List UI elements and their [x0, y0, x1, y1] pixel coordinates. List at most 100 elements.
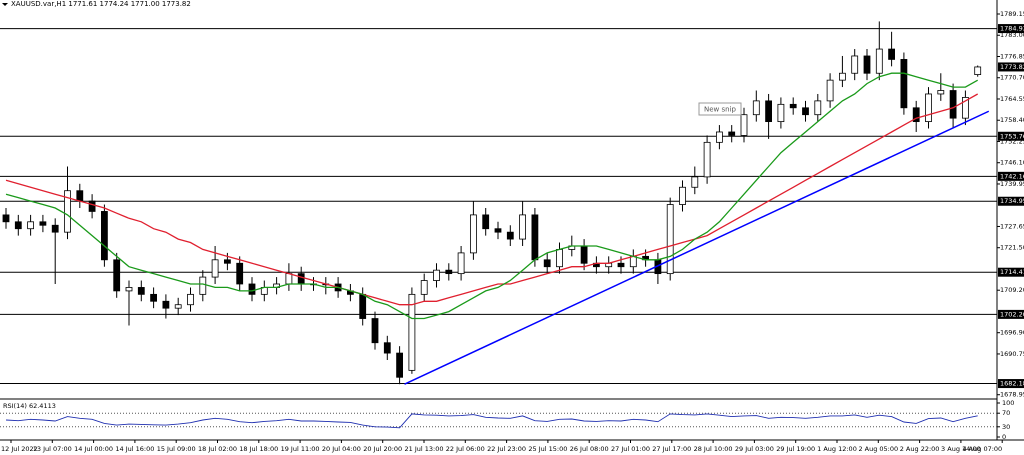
candle-body [137, 287, 145, 295]
candle-body [629, 255, 637, 268]
candle-body [765, 100, 772, 123]
rsi-tick-label: 70 [1002, 409, 1010, 417]
candle-body [506, 231, 514, 240]
moving-average [5, 93, 979, 306]
candle-body [679, 186, 686, 205]
x-tick-label: 27 Jul 01:00 [611, 445, 650, 453]
x-tick-label: 27 Jul 17:00 [652, 445, 691, 453]
candle-body [556, 249, 563, 268]
candle-body [777, 103, 785, 123]
x-tick-label: 3 Aug 14:00 [941, 445, 981, 453]
trend-line [404, 110, 990, 385]
candle-body [359, 293, 367, 319]
candle-body [912, 107, 920, 123]
candle-body [482, 214, 490, 230]
candle-body [949, 90, 957, 119]
candle-body [223, 259, 231, 264]
candle-body [396, 352, 404, 378]
candle-body [666, 204, 674, 275]
candle-body [469, 214, 477, 254]
y-tick-label: 1789.15 [1000, 10, 1024, 18]
rsi-tick-label: 0 [1002, 433, 1006, 441]
candle-body [433, 269, 440, 281]
candle-body [888, 48, 895, 60]
candle-body [199, 276, 207, 295]
tooltip-text: New snip [704, 106, 737, 114]
level-label: 1702.20 [1000, 310, 1024, 318]
x-tick-label: 1 Aug 12:00 [817, 445, 857, 453]
candle-body [174, 304, 182, 309]
x-tick-label: 20 Jul 04:00 [322, 445, 361, 453]
candle-body [728, 131, 736, 136]
candle-body [789, 103, 797, 109]
candle-body [408, 293, 416, 371]
candle-body [875, 48, 883, 74]
rsi-line [5, 413, 978, 429]
candle-body [113, 259, 121, 292]
candle-body [617, 262, 625, 268]
level-label-box [998, 171, 1024, 181]
candle-body [925, 93, 932, 123]
candle-body [543, 259, 551, 268]
candle-body [962, 97, 969, 119]
x-tick-label: 29 Jul 03:00 [735, 445, 774, 453]
rsi-tick-label: 100 [1002, 399, 1014, 407]
y-tick-label: 1764.55 [1000, 95, 1024, 103]
x-tick-label: 28 Jul 10:00 [694, 445, 733, 453]
current-price-label: 1773.82 [1000, 63, 1024, 71]
x-tick-label: 26 Jul 08:00 [570, 445, 609, 453]
menu-arrow[interactable] [2, 3, 8, 6]
y-tick-label: 1690.75 [1000, 350, 1024, 358]
level-label-box [998, 267, 1024, 277]
x-tick-label: 18 Jul 02:00 [198, 445, 237, 453]
candle-body [27, 221, 35, 230]
candle-body [371, 318, 379, 344]
x-tick-label: 21 Jul 13:00 [405, 445, 444, 453]
y-tick-label: 1739.95 [1000, 180, 1024, 188]
candle-body [39, 221, 47, 226]
y-tick-label: 1696.90 [1000, 329, 1024, 337]
candle-body [691, 176, 699, 188]
candle-body [236, 262, 244, 285]
x-tick-label: 22 Jul 23:00 [487, 445, 526, 453]
x-tick-label: 13 Jul 07:00 [33, 445, 72, 453]
y-tick-label: 1783.00 [1000, 31, 1024, 39]
x-tick-label: 18 Jul 18:00 [239, 445, 278, 453]
candle-body [937, 90, 945, 95]
x-tick-label: 14 Jul 00:00 [74, 445, 113, 453]
candle-body [580, 245, 588, 264]
candle-body [445, 269, 453, 275]
y-tick-label: 1678.95 [1000, 391, 1024, 399]
x-tick-label: 12 Jul 2022 [1, 445, 38, 453]
level-label-box [998, 379, 1024, 389]
candle-body [51, 224, 59, 233]
candle-body [519, 214, 526, 240]
candle-body [703, 141, 711, 178]
y-tick-label: 1721.50 [1000, 244, 1024, 252]
candle-body [494, 228, 502, 233]
candle-body [76, 190, 84, 202]
level-label: 1734.95 [1000, 197, 1024, 205]
candle-body [187, 293, 194, 306]
candle-body [814, 100, 822, 116]
candle-body [420, 280, 428, 295]
x-tick-label: 29 Jul 19:00 [776, 445, 815, 453]
candle-body [752, 100, 760, 116]
candle-body [64, 190, 71, 233]
y-tick-label: 1758.40 [1000, 116, 1024, 124]
current-price-box [998, 62, 1024, 72]
y-tick-label: 1727.65 [1000, 222, 1024, 230]
candle-body [457, 252, 465, 275]
y-tick-label: 1752.25 [1000, 137, 1024, 145]
moving-average [5, 72, 979, 320]
level-label: 1753.76 [1000, 132, 1024, 140]
level-label-box [998, 131, 1024, 141]
level-label-box [998, 309, 1024, 319]
candle-body [297, 273, 305, 285]
candle-body [531, 214, 539, 261]
candle-body [125, 287, 133, 292]
candle-body [285, 273, 293, 285]
candle-body [716, 131, 723, 143]
